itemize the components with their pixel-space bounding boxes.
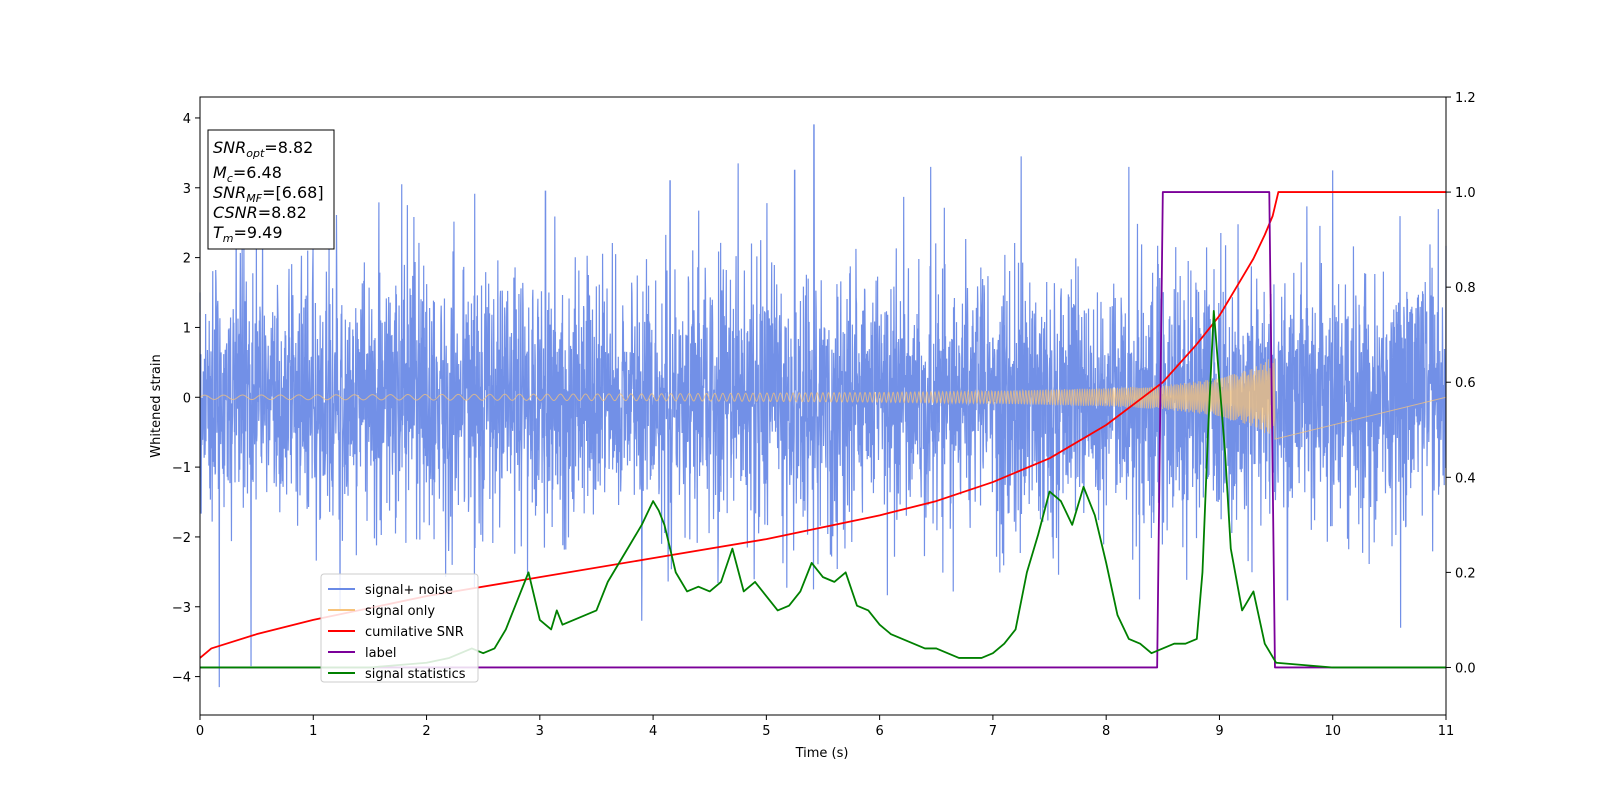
y2-tick-label: 0.4 <box>1455 471 1476 486</box>
x-tick-label: 2 <box>422 724 430 739</box>
x-tick-label: 0 <box>196 724 204 739</box>
x-tick-label: 1 <box>309 724 317 739</box>
x-tick-label: 3 <box>536 724 544 739</box>
info-line: SNRMF=[6.68] <box>213 183 324 205</box>
info-line: Mc=6.48 <box>213 163 282 185</box>
y-tick-label: −1 <box>172 461 191 476</box>
info-box: SNRopt=8.82 Mc=6.48SNRMF=[6.68]CSNR=8.82T… <box>207 129 335 250</box>
legend: signal+ noise signal only cumilative SNR la… <box>320 573 479 683</box>
info-lines: SNRopt=8.82 Mc=6.48SNRMF=[6.68]CSNR=8.82T… <box>213 138 324 245</box>
y-tick-label: 0 <box>183 391 191 406</box>
y2-tick-label: 0.2 <box>1455 566 1476 581</box>
legend-label-signal-only: signal only <box>365 604 435 619</box>
x-tick-label: 8 <box>1102 724 1110 739</box>
y-axis-label: Whitened strain <box>149 354 164 457</box>
y-tick-label: 3 <box>183 182 191 197</box>
y2-tick-label: 0.0 <box>1455 661 1476 676</box>
info-line: Tm=9.49 <box>213 223 283 245</box>
x-tick-label: 11 <box>1438 724 1455 739</box>
series-label <box>200 191 1446 669</box>
legend-label-signal-noise: signal+ noise <box>365 583 453 598</box>
x-tick-label: 10 <box>1324 724 1341 739</box>
info-line: CSNR=8.82 <box>213 203 307 222</box>
series-signal-noise <box>199 124 1447 688</box>
info-line: SNRopt=8.82 <box>213 138 313 160</box>
ticks-layer: 0 1 2 3 4 5 6 7 8 9 10 1143210−1−2−3−41.21.00.80.60… <box>172 91 1476 739</box>
legend-frame <box>320 573 479 683</box>
y2-tick-label: 0.6 <box>1455 376 1476 391</box>
x-axis-label: Time (s) <box>795 746 849 761</box>
y-tick-label: −4 <box>172 671 191 686</box>
y2-tick-label: 0.8 <box>1455 281 1476 296</box>
info-box-frame <box>207 129 335 250</box>
plot-frame <box>199 96 1447 716</box>
x-tick-label: 7 <box>989 724 997 739</box>
legend-label-cumilative-snr: cumilative SNR <box>365 625 464 640</box>
y2-tick-label: 1.2 <box>1455 91 1476 106</box>
x-tick-label: 4 <box>649 724 657 739</box>
legend-label-label: label <box>365 646 396 661</box>
series-signal-statistics <box>200 310 1446 669</box>
x-tick-label: 6 <box>875 724 883 739</box>
y-tick-label: −3 <box>172 601 191 616</box>
legend-label-signal-statistics: signal statistics <box>365 667 466 682</box>
y-tick-label: 4 <box>183 112 191 127</box>
y-tick-label: 2 <box>183 252 191 267</box>
x-tick-label: 5 <box>762 724 770 739</box>
legend-items: signal+ noise signal only cumilative SNR la… <box>328 583 466 682</box>
series-signal-only <box>199 358 1447 440</box>
y2-tick-label: 1.0 <box>1455 186 1476 201</box>
x-tick-label: 9 <box>1215 724 1223 739</box>
y-tick-label: 1 <box>183 321 191 336</box>
y-tick-label: −2 <box>172 531 191 546</box>
